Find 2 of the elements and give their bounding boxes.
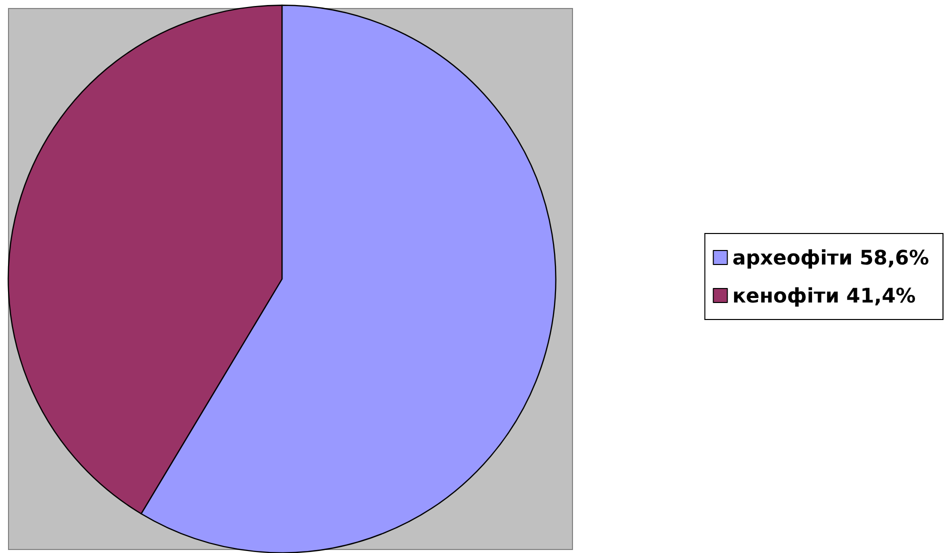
- legend-label: кенофіти 41,4%: [732, 284, 916, 308]
- legend-label: археофіти 58,6%: [732, 246, 929, 270]
